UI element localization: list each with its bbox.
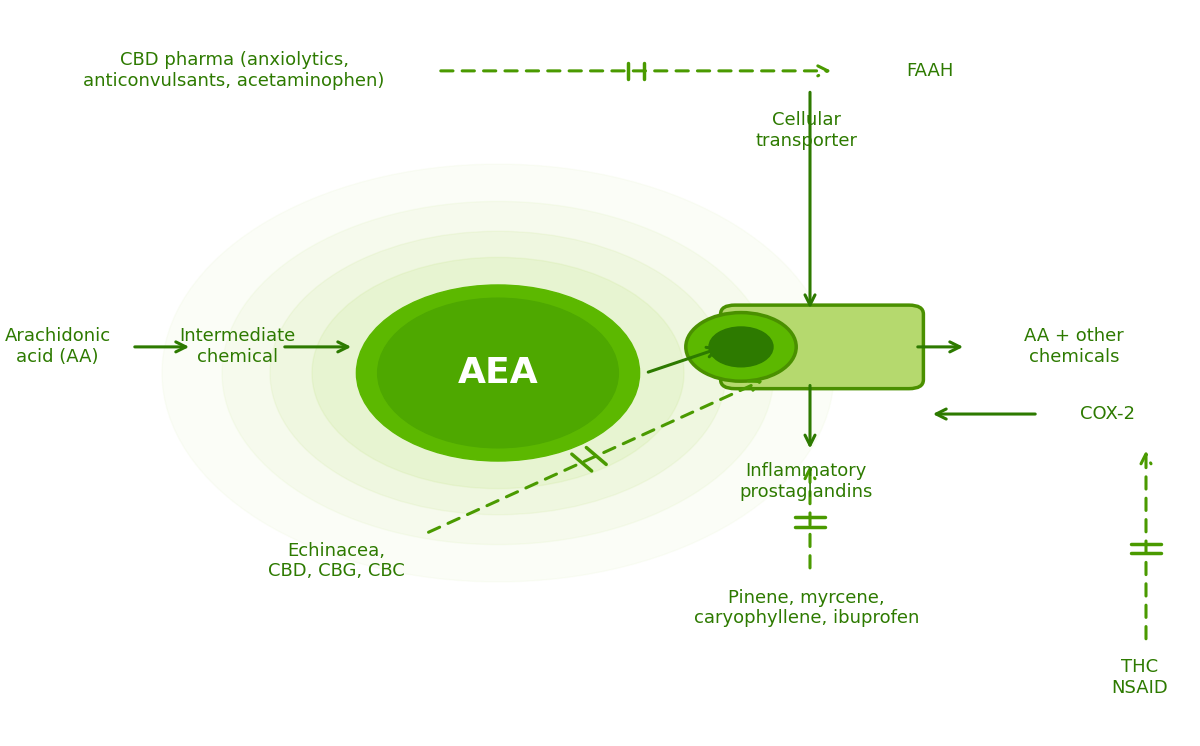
Text: FAAH: FAAH [906, 62, 953, 80]
Circle shape [709, 327, 773, 367]
Circle shape [222, 201, 774, 545]
Text: Cellular
transporter: Cellular transporter [756, 111, 858, 150]
Text: CBD pharma (anxiolytics,
anticonvulsants, acetaminophen): CBD pharma (anxiolytics, anticonvulsants… [83, 51, 385, 90]
Text: AEA: AEA [457, 356, 539, 390]
Circle shape [356, 285, 640, 461]
Text: Intermediate
chemical: Intermediate chemical [180, 327, 295, 366]
Text: Inflammatory
prostaglandins: Inflammatory prostaglandins [739, 462, 874, 501]
Text: THC
NSAID: THC NSAID [1111, 658, 1169, 697]
Circle shape [162, 164, 834, 582]
Circle shape [312, 257, 684, 489]
Text: AA + other
chemicals: AA + other chemicals [1024, 327, 1124, 366]
FancyBboxPatch shape [720, 305, 924, 389]
Circle shape [686, 313, 797, 381]
Text: COX-2: COX-2 [1080, 405, 1135, 423]
Text: Arachidonic
acid (AA): Arachidonic acid (AA) [5, 327, 110, 366]
Circle shape [378, 298, 618, 448]
Text: Pinene, myrcene,
caryophyllene, ibuprofen: Pinene, myrcene, caryophyllene, ibuprofe… [694, 589, 919, 627]
Text: Echinacea,
CBD, CBG, CBC: Echinacea, CBD, CBG, CBC [268, 542, 404, 580]
Circle shape [270, 231, 726, 515]
